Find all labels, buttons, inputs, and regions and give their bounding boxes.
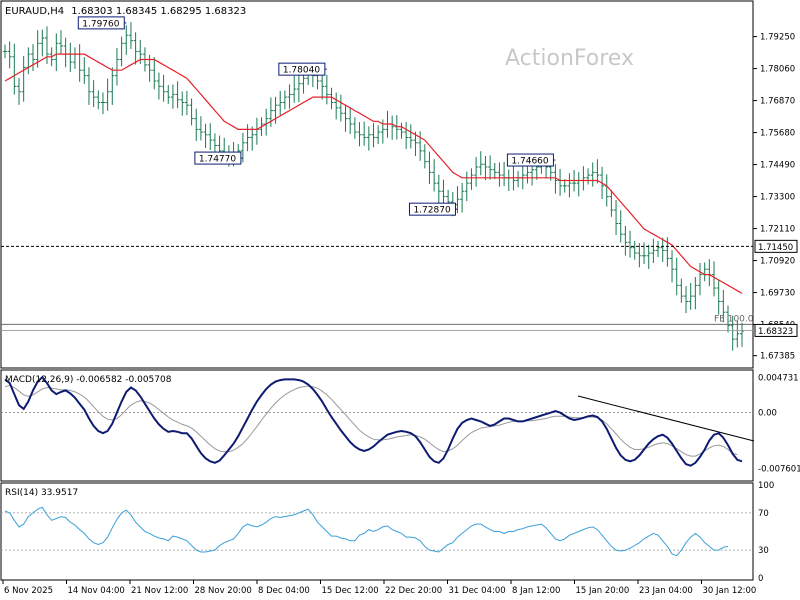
moving-average-line xyxy=(4,53,743,294)
rsi-tick-label: 0 xyxy=(758,574,763,584)
rsi-tick-label: 30 xyxy=(758,546,769,556)
price-tick-label: 1.67385 xyxy=(760,352,795,362)
time-tick-label: 23 Jan 04:00 xyxy=(639,586,693,596)
time-tick-label: 14 Nov 04:00 xyxy=(68,586,125,596)
time-tick-label: 31 Dec 04:00 xyxy=(449,586,506,596)
chart-header: EURAUD,H4 1.68303 1.68345 1.68295 1.6832… xyxy=(5,6,246,17)
time-tick-label: 15 Dec 12:00 xyxy=(322,586,379,596)
annotation-label: 1.78040 xyxy=(283,66,320,76)
macd-signal-line xyxy=(4,384,738,457)
macd-layer: 0.004731 0.00 -0.007601 xyxy=(1,374,800,475)
time-tick-label: 15 Jan 20:00 xyxy=(576,586,630,596)
current-price-box xyxy=(754,323,798,337)
level-price-box xyxy=(754,239,798,253)
ohlc-label: 1.68303 1.68345 1.68295 1.68323 xyxy=(71,6,246,17)
rsi-tick-label: 70 xyxy=(758,509,769,519)
rsi-layer: 100 70 30 0 xyxy=(1,481,774,584)
macd-tick-label: 0.00 xyxy=(758,409,777,419)
time-tick-label: 21 Nov 12:00 xyxy=(131,586,188,596)
macd-trendline xyxy=(577,395,755,442)
price-tick-label: 1.79250 xyxy=(760,33,795,43)
price-tick-label: 1.76870 xyxy=(760,97,795,107)
symbol-label: EURAUD,H4 xyxy=(5,6,64,17)
macd-panel-frame xyxy=(0,369,754,482)
current-price-label: 1.68323 xyxy=(758,327,793,337)
time-tick-label: 30 Jan 12:00 xyxy=(703,586,757,596)
price-tick-label: 1.75680 xyxy=(760,129,795,139)
price-layer: FE 100.0 xyxy=(1,22,754,351)
annotation-label: 1.79760 xyxy=(82,19,119,29)
price-tick-label: 1.69730 xyxy=(760,289,795,299)
rsi-tick-label: 100 xyxy=(758,481,774,491)
macd-tick-label: 0.004731 xyxy=(758,374,799,384)
time-tick-label: 28 Nov 20:00 xyxy=(195,586,252,596)
price-tick-label: 1.70920 xyxy=(760,257,795,267)
price-tick-label: 1.73300 xyxy=(760,193,795,203)
annotation-label: 1.74660 xyxy=(511,157,548,167)
fe-label: FE 100.0 xyxy=(714,314,754,324)
time-tick-label: 8 Dec 04:00 xyxy=(258,586,310,596)
watermark: ActionForex xyxy=(505,46,634,71)
price-tick-label: 1.78060 xyxy=(760,65,795,75)
level-price-label: 1.71450 xyxy=(758,243,793,253)
macd-line xyxy=(4,375,743,467)
annotation-label: 1.72870 xyxy=(413,206,450,216)
time-tick-label: 8 Jan 12:00 xyxy=(512,586,560,596)
time-tick-label: 6 Nov 2025 xyxy=(4,586,53,596)
time-axis: 6 Nov 2025 14 Nov 04:00 21 Nov 12:00 28 Nov… xyxy=(2,580,757,596)
annotations: 1.79760 1.78040 1.74770 1.72870 1.74660 xyxy=(77,16,556,216)
rsi-line xyxy=(4,506,729,557)
annotation-label: 1.74770 xyxy=(199,155,236,165)
price-panel-frame xyxy=(0,0,754,369)
macd-tick-label: -0.007601 xyxy=(758,465,800,475)
price-tick-label: 1.72110 xyxy=(760,225,795,235)
price-tick-label: 1.74490 xyxy=(760,161,795,171)
time-tick-label: 22 Dec 20:00 xyxy=(385,586,442,596)
rsi-panel-frame xyxy=(0,482,754,581)
rsi-label: RSI(14) 33.9517 xyxy=(5,488,78,498)
price-axis: 1.79250 1.78060 1.76870 1.75680 1.74490 1.733… xyxy=(753,33,798,362)
macd-label: MACD(12,26,9) -0.006582 -0.005708 xyxy=(5,375,172,385)
